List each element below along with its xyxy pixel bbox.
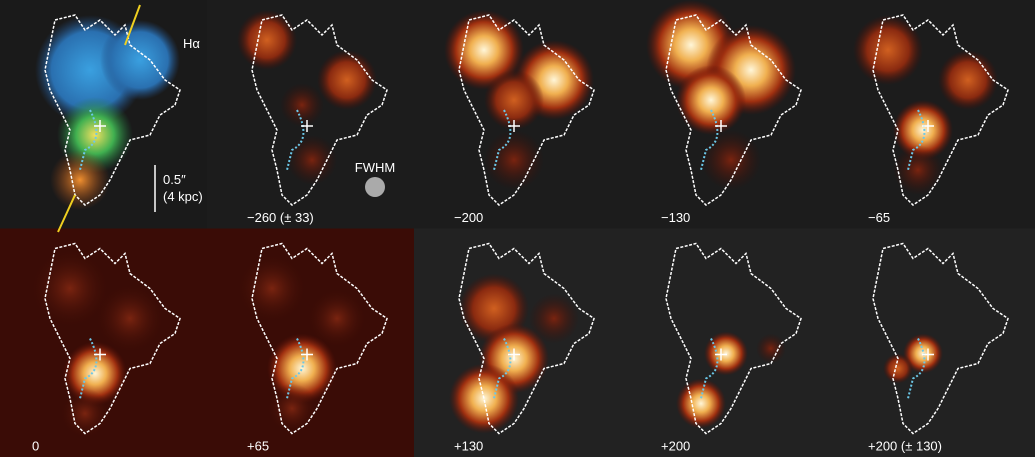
- panel: +200 (± 130): [828, 229, 1035, 457]
- emission: [704, 332, 748, 376]
- panel: −260 (± 33): [207, 0, 414, 229]
- emission: [237, 254, 307, 324]
- line-label: Hα: [183, 36, 200, 51]
- velocity-label: −130: [661, 210, 690, 225]
- emission: [756, 334, 786, 364]
- emission: [676, 65, 746, 135]
- emission: [317, 50, 377, 110]
- scale-label: 0.5″: [163, 172, 186, 187]
- emission: [938, 50, 998, 110]
- velocity-label: +200 (± 130): [868, 439, 942, 454]
- emission: [449, 364, 519, 434]
- emission: [267, 384, 317, 434]
- panel: −200: [414, 0, 621, 229]
- fwhm-beam: [365, 177, 385, 197]
- emission: [853, 15, 923, 85]
- emission: [529, 294, 579, 344]
- panel: +200: [621, 229, 828, 457]
- panel: −130: [621, 0, 828, 229]
- panel: +65: [207, 229, 414, 457]
- figure: Hα −260 (± 33) −200 −130 −65 0 +65 +130 +200 +200…: [0, 0, 1035, 457]
- velocity-label: +130: [454, 439, 483, 454]
- emission: [280, 83, 324, 127]
- emission: [893, 145, 943, 195]
- emission: [287, 135, 337, 185]
- emission: [676, 379, 726, 429]
- panel: +130: [414, 229, 621, 457]
- panel: 0: [0, 229, 207, 457]
- panel: −65: [828, 0, 1035, 229]
- velocity-label: 0: [32, 439, 39, 454]
- velocity-label: −65: [868, 210, 890, 225]
- velocity-label: −260 (± 33): [247, 210, 314, 225]
- emission: [484, 130, 544, 190]
- velocity-label: −200: [454, 210, 483, 225]
- scale-label: (4 kpc): [163, 189, 203, 204]
- velocity-label: +200: [661, 439, 690, 454]
- emission: [60, 389, 110, 439]
- fwhm-label: FWHM: [355, 160, 395, 175]
- velocity-label: +65: [247, 439, 269, 454]
